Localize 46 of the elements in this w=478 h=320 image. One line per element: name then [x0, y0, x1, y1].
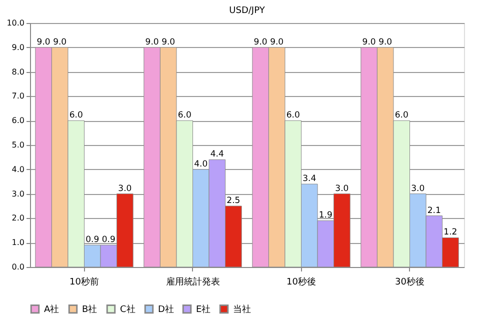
y-tick-label: 6.0 [12, 116, 24, 126]
data-label: 0.9 [102, 235, 116, 246]
y-tick-label: 9.0 [12, 42, 24, 52]
x-tick-label: 雇用統計発表 [166, 276, 220, 288]
legend-label: D社 [158, 304, 174, 316]
data-label: 4.4 [210, 150, 224, 160]
y-tick-label: 8.0 [12, 67, 24, 76]
y-tick-label: 1.0 [12, 238, 24, 248]
data-label: 4.0 [194, 159, 208, 170]
data-label: 9.0 [378, 37, 392, 48]
y-tick-label: 3.0 [12, 189, 24, 198]
y-tick-label: 4.0 [12, 164, 24, 174]
data-label: 3.0 [118, 184, 132, 194]
y-tick-label: 10.0 [6, 18, 24, 28]
data-label: 6.0 [394, 110, 408, 121]
data-label: 2.1 [427, 206, 441, 216]
x-tick-label: 30秒後 [395, 276, 424, 288]
data-label: 3.4 [302, 174, 316, 184]
x-tick-label: 10秒後 [286, 276, 316, 288]
y-tick-label: 5.0 [12, 140, 24, 150]
data-label: 6.0 [286, 110, 300, 121]
data-label: 9.0 [362, 37, 376, 48]
data-label: 2.5 [226, 196, 240, 206]
legend-label: C社 [120, 304, 136, 316]
y-tick-label: 7.0 [12, 92, 24, 101]
chart-title: USD/JPY [229, 6, 266, 16]
data-label: 6.0 [178, 110, 192, 121]
data-label: 9.0 [270, 37, 284, 48]
data-label: 9.0 [36, 37, 50, 48]
legend-label: A社 [44, 304, 60, 316]
data-label: 9.0 [53, 37, 67, 48]
y-tick-label: 2.0 [12, 214, 24, 223]
x-tick-label: 10秒前 [70, 276, 99, 288]
data-label: 1.2 [444, 228, 458, 238]
y-tick-label: 0.0 [12, 262, 24, 272]
data-label: 6.0 [69, 110, 83, 121]
data-label: 0.9 [86, 235, 100, 246]
data-label: 3.0 [335, 184, 349, 194]
legend-label: E社 [196, 304, 211, 316]
data-label: 9.0 [162, 37, 176, 48]
legend-label: B社 [82, 304, 98, 316]
data-label: 9.0 [254, 37, 268, 48]
data-label: 3.0 [411, 184, 425, 194]
data-label: 1.9 [318, 210, 332, 221]
data-label: 9.0 [145, 37, 159, 48]
legend-label: 当社 [233, 304, 251, 316]
